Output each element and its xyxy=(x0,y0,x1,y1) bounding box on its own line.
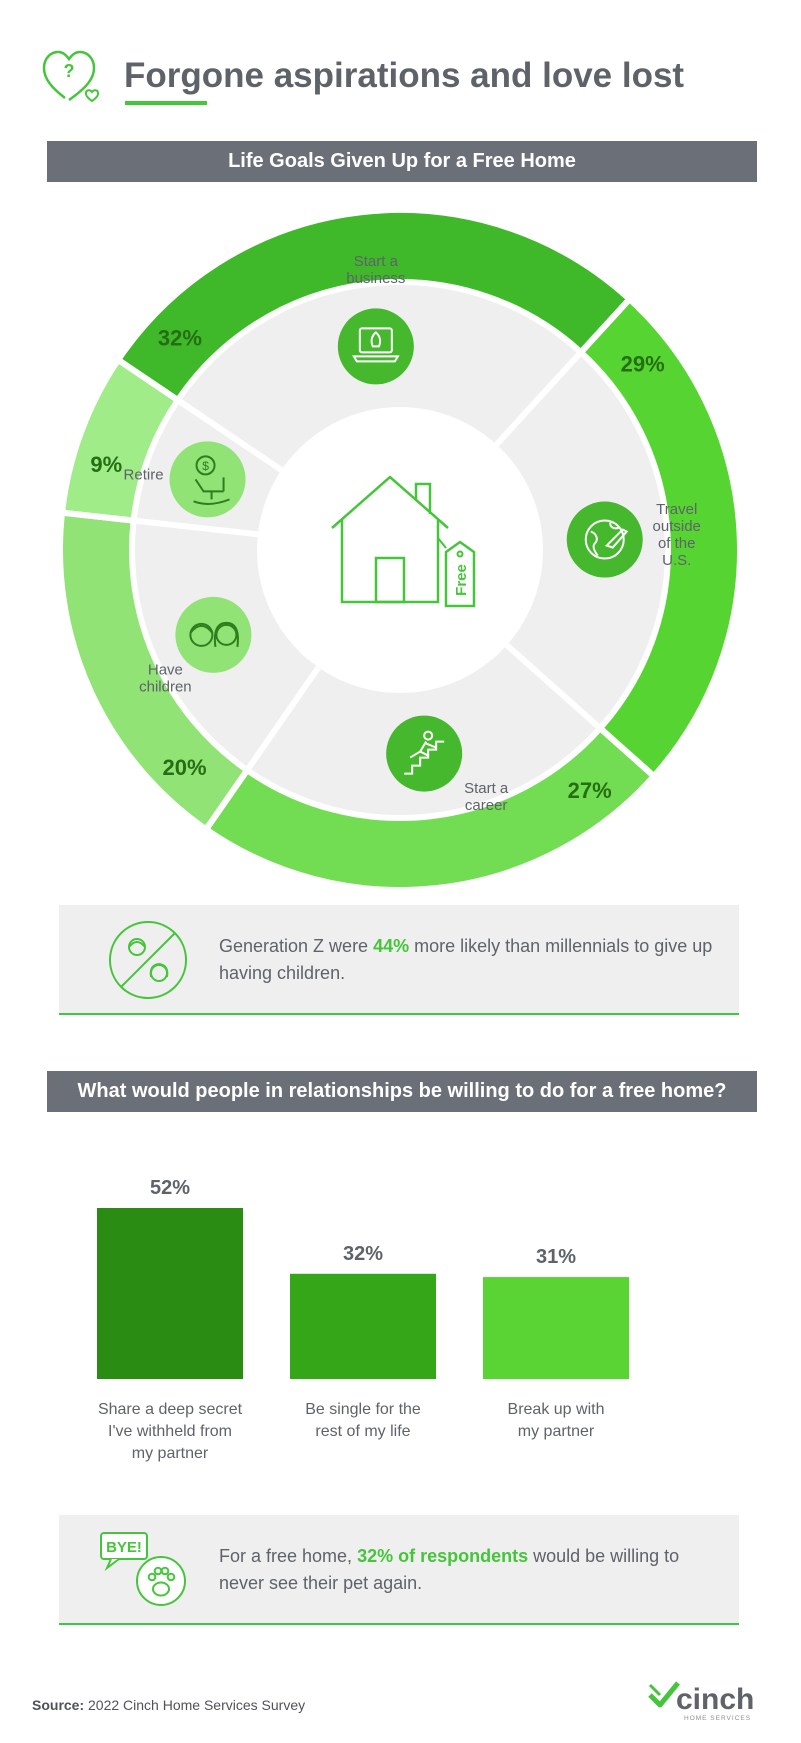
bar-value-label: 32% xyxy=(343,1243,383,1265)
free-tag-text: Free xyxy=(453,564,470,596)
bar-category-label: Be single for the rest of my life xyxy=(305,1401,421,1440)
donut-value-label: 32% xyxy=(158,325,202,350)
bar-value-label: 52% xyxy=(150,1177,190,1199)
svg-text:cinch: cinch xyxy=(676,1683,754,1716)
donut-slice-1: 29% Travel outside of the U.S. xyxy=(494,294,743,781)
callout-highlight: 44% xyxy=(373,936,410,956)
bar xyxy=(290,1273,436,1379)
rocket-laptop-icon xyxy=(337,308,414,385)
callout-pets-text: For a free home, 32% of respondents woul… xyxy=(219,1546,680,1593)
donut-separator xyxy=(202,766,251,833)
bar-category-label: Share a deep secret I've withheld from my … xyxy=(98,1401,243,1462)
callout-pets: BYE! For a free home, 32% of respondents… xyxy=(59,1515,739,1625)
bar-category-label: Break up with my partner xyxy=(508,1401,605,1440)
donut-value-label: 27% xyxy=(568,778,612,803)
globe-plane-icon xyxy=(566,501,643,578)
rocking-chair-icon: $ xyxy=(169,441,246,518)
free-tag: Free xyxy=(444,540,476,608)
bar-group-2: 31% Break up with my partner xyxy=(483,1246,629,1440)
pet-paw-icon: BYE! xyxy=(100,1532,186,1606)
page-title: Forgone aspirations and love lost xyxy=(124,56,685,95)
cinch-logo: cinch HOME SERVICES xyxy=(648,1681,754,1722)
climbing-stairs-icon xyxy=(386,715,463,792)
svg-text:?: ? xyxy=(64,61,75,81)
life-goals-donut-chart: 32% Start a business 29% Travel outside of the… xyxy=(57,207,743,893)
donut-separator xyxy=(577,295,634,356)
donut-category-label: Travel outside of the U.S. xyxy=(653,501,701,569)
donut-separator xyxy=(114,356,182,404)
free-house-icon: Free xyxy=(331,475,476,608)
callout-highlight: 32% of respondents xyxy=(357,1546,529,1566)
donut-slice-2: 27% Start a career xyxy=(201,642,659,893)
no-children-icon xyxy=(109,921,187,999)
svg-text:HOME SERVICES: HOME SERVICES xyxy=(684,1715,751,1722)
heart-question-icon: ? xyxy=(42,50,100,103)
bar-group-1: 32% Be single for the rest of my life xyxy=(290,1243,436,1440)
callout-gen-z-text: Generation Z were 44% more likely than m… xyxy=(219,936,713,983)
donut-separator xyxy=(59,509,136,524)
svg-text:$: $ xyxy=(202,459,209,473)
page-header: ? Forgone aspirations and love lost xyxy=(42,46,762,116)
donut-value-label: 29% xyxy=(621,352,665,377)
title-underline xyxy=(125,101,207,105)
donut-category-label: Start a business xyxy=(346,253,405,287)
relationship-bar-chart: 52% Share a deep secret I've withheld from… xyxy=(97,1177,629,1462)
bar xyxy=(483,1277,629,1379)
donut-outer-separators xyxy=(59,295,658,833)
donut-separator xyxy=(596,724,658,780)
donut-category-label: Have children xyxy=(139,661,192,695)
bar-group-0: 52% Share a deep secret I've withheld from… xyxy=(97,1177,243,1462)
donut-value-label: 9% xyxy=(90,452,122,477)
donut-hole xyxy=(257,407,543,693)
source-note: Source: 2022 Cinch Home Services Survey xyxy=(32,1697,306,1713)
donut-category-label: Start a career xyxy=(464,780,509,814)
bye-badge-text: BYE! xyxy=(106,1539,142,1556)
bar xyxy=(97,1208,243,1379)
donut-value-label: 20% xyxy=(162,755,206,780)
donut-category-label: Retire xyxy=(124,466,164,483)
donut-separator xyxy=(494,350,584,447)
donut-base xyxy=(132,282,668,818)
donut-chart-title: Life Goals Given Up for a Free Home xyxy=(47,141,757,182)
children-icon xyxy=(175,596,252,673)
bar-value-label: 31% xyxy=(536,1246,576,1268)
callout-gen-z: Generation Z were 44% more likely than m… xyxy=(59,905,739,1015)
donut-slice-3: 20% Have children xyxy=(57,509,321,834)
donut-segment xyxy=(113,207,634,405)
donut-separator xyxy=(244,665,321,772)
donut-separator xyxy=(176,397,284,473)
donut-separator xyxy=(504,642,603,731)
donut-separator xyxy=(133,517,259,538)
donut-slice-0: 32% Start a business xyxy=(113,207,634,473)
bar-chart-title: What would people in relationships be wi… xyxy=(47,1071,757,1112)
